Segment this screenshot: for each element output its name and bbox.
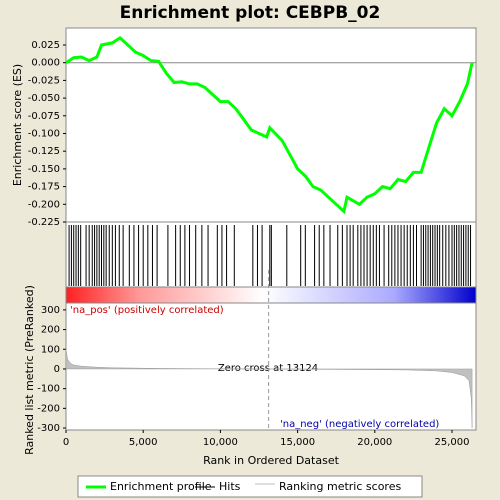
x-tick-label: 20,000: [357, 437, 392, 448]
x-tick-label: 25,000: [435, 437, 470, 448]
es-panel: [65, 27, 477, 223]
legend-label: Enrichment profile: [110, 480, 212, 493]
y-tick-label: -0.200: [28, 199, 60, 210]
x-tick-label: 5,000: [129, 437, 158, 448]
y-tick-label: -300: [37, 423, 60, 434]
y-tick-label: 0.025: [31, 40, 60, 51]
rank-colorbar: [65, 286, 477, 304]
y-tick-label: 200: [41, 325, 60, 336]
y-tick-label: 0: [54, 364, 60, 375]
y-tick-label: -0.125: [28, 146, 60, 157]
y-tick-label: -0.075: [28, 111, 60, 122]
y-tick-label: -0.150: [28, 164, 60, 175]
y-tick-label: 0.000: [31, 58, 60, 69]
metric-panel: [65, 302, 477, 431]
legend: [77, 475, 423, 498]
y-tick-label: -0.175: [28, 182, 60, 193]
legend-label: Ranking metric scores: [279, 480, 401, 493]
y-tick-label: 300: [41, 305, 60, 316]
pos-label: 'na_pos' (positively correlated): [70, 305, 224, 316]
y-axis-label: Ranked list metric (PreRanked): [23, 285, 36, 455]
x-axis-label: Rank in Ordered Dataset: [203, 454, 340, 467]
zero-cross-label: Zero cross at 13124: [218, 363, 318, 374]
y-tick-label: -100: [37, 384, 60, 395]
y-tick-label: -200: [37, 403, 60, 414]
neg-label: 'na_neg' (negatively correlated): [280, 419, 439, 430]
y-tick-label: -0.100: [28, 128, 60, 139]
y-axis-label: Enrichment score (ES): [11, 64, 24, 186]
x-tick-label: 15,000: [280, 437, 315, 448]
x-tick-label: 0: [63, 437, 69, 448]
chart-title: Enrichment plot: CEBPB_02: [120, 3, 381, 23]
enrichment-line: [65, 36, 474, 215]
legend-label: Hits: [219, 480, 241, 493]
y-tick-label: 100: [41, 344, 60, 355]
y-tick-label: -0.050: [28, 93, 60, 104]
y-tick-label: -0.225: [28, 217, 60, 228]
y-tick-label: -0.025: [28, 75, 60, 86]
x-tick-label: 10,000: [203, 437, 238, 448]
